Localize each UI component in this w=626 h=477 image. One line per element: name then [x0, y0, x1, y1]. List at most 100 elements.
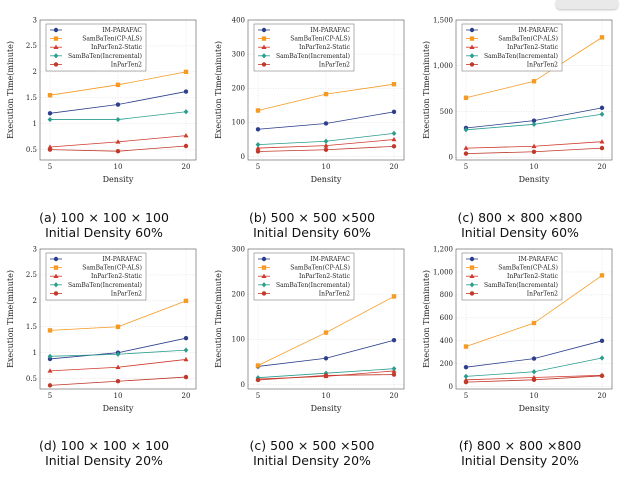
legend-label: InParTen2: [111, 61, 142, 68]
y-tick-label: 500: [440, 108, 453, 116]
data-point: [463, 95, 469, 100]
data-point: [255, 145, 261, 150]
legend-box: [253, 23, 355, 72]
data-point: [531, 149, 537, 154]
data-point: [47, 147, 53, 152]
legend-marker: [261, 256, 267, 262]
y-tick-label: 200: [232, 85, 245, 93]
data-point: [323, 330, 329, 335]
data-point: [323, 91, 329, 97]
data-point: [531, 143, 537, 149]
data-point: [531, 118, 537, 123]
legend-box: [45, 23, 147, 72]
x-tick-label: 5: [464, 163, 468, 171]
y-tick-label: 200: [440, 360, 453, 368]
x-tick-label: 10: [322, 392, 331, 400]
data-point: [115, 102, 121, 107]
data-point: [599, 373, 605, 379]
data-point: [47, 111, 53, 116]
y-tick-label: 2.5: [26, 42, 37, 50]
legend-label: InParTen2-Static: [507, 273, 559, 280]
legend-marker: [469, 265, 475, 270]
y-tick-label: 0.5: [26, 146, 37, 154]
data-point: [323, 356, 329, 361]
legend-box: [253, 252, 355, 301]
data-point: [115, 139, 121, 144]
data-point: [47, 328, 53, 333]
legend-marker: [53, 53, 59, 59]
y-tick-label: 400: [232, 16, 245, 24]
legend-box: [45, 252, 147, 301]
data-point: [115, 379, 121, 384]
y-tick-label: 0: [449, 154, 453, 162]
y-tick-label: 100: [232, 336, 245, 344]
y-tick-label: 2.5: [26, 271, 37, 279]
legend-label: SamBaTen(Incremental): [484, 53, 558, 60]
data-point: [531, 320, 537, 326]
data-point: [391, 136, 397, 142]
data-point: [183, 374, 189, 380]
legend-label: SamBaTen(CP-ALS): [498, 36, 558, 43]
chart-panel-f: 0 200 400 600 800 1,000 1,200 5 10 20 Density Execu…: [420, 245, 620, 420]
legend-marker: [53, 27, 59, 33]
legend-label: SamBaTen(CP-ALS): [498, 265, 558, 272]
legend-marker: [469, 291, 475, 296]
legend-label: SamBaTen(CP-ALS): [290, 36, 350, 43]
data-point: [391, 338, 397, 343]
legend-box: [461, 23, 563, 72]
y-tick-label: 1.5: [26, 94, 37, 102]
data-point: [115, 324, 121, 329]
legend-label: IM-PARAFAC: [102, 256, 142, 263]
plot-frame: [39, 19, 197, 161]
legend-label: InParTen2-Static: [299, 273, 351, 280]
x-axis-label: Density: [311, 175, 342, 184]
x-axis-label: Density: [103, 175, 134, 184]
y-tick-label: 1: [33, 349, 37, 357]
legend-label: SamBaTen(Incremental): [68, 53, 142, 60]
x-tick-label: 20: [182, 392, 191, 400]
data-point: [183, 356, 189, 362]
x-tick-label: 5: [256, 163, 260, 171]
chart-svg: 0.5 1 1.5 2 2.5 3 5 10 20 Density Execution Time(m…: [6, 16, 197, 184]
caption-line-2: Initial Density 60%: [253, 225, 371, 240]
y-tick-label: 600: [440, 314, 453, 322]
x-tick-label: 5: [48, 392, 52, 400]
x-axis-label: Density: [519, 404, 550, 413]
data-point: [323, 138, 329, 144]
caption-line-1: (f) 800 × 800 ×800: [458, 438, 582, 453]
data-point: [391, 109, 397, 115]
legend-label: IM-PARAFAC: [102, 27, 142, 34]
caption-e: (c) 500 × 500 ×500 Initial Density 20%: [212, 438, 412, 468]
data-point: [115, 116, 121, 123]
caption-line-2: Initial Density 20%: [45, 453, 163, 468]
chart-svg: 0 200 400 600 800 1,000 1,200 5 10 20 Density Execu…: [422, 245, 613, 413]
data-point: [391, 130, 397, 136]
data-point: [255, 363, 261, 368]
legend-label: InParTen2: [319, 290, 350, 297]
data-point: [463, 344, 469, 349]
y-tick-label: 400: [440, 337, 453, 345]
data-point: [115, 351, 121, 357]
legend-label: SamBaTen(CP-ALS): [82, 265, 142, 272]
y-tick-label: 1,000: [433, 62, 453, 70]
data-point: [599, 111, 605, 117]
data-point: [255, 377, 261, 383]
data-point: [323, 147, 329, 152]
legend-label: SamBaTen(CP-ALS): [82, 36, 142, 43]
x-tick-label: 10: [530, 392, 539, 400]
data-point: [391, 366, 397, 372]
data-point: [531, 369, 537, 375]
data-point: [391, 294, 397, 299]
x-tick-label: 5: [464, 392, 468, 400]
data-point: [183, 335, 189, 341]
caption-d: (d) 100 × 100 × 100 Initial Density 20%: [4, 438, 204, 468]
y-axis-label: Execution Time(minute): [422, 270, 431, 368]
legend-marker: [261, 27, 267, 33]
x-tick-label: 20: [598, 392, 607, 400]
data-point: [47, 368, 53, 373]
legend-label: SamBaTen(Incremental): [68, 282, 142, 289]
legend-label: IM-PARAFAC: [518, 27, 558, 34]
legend-label: InParTen2: [319, 61, 350, 68]
data-point: [255, 127, 261, 132]
data-point: [115, 364, 121, 370]
